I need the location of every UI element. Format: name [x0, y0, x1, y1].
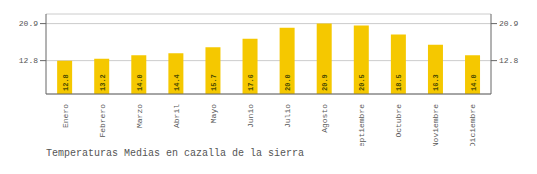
svg-text:16.3: 16.3: [432, 74, 440, 91]
svg-text:14.0: 14.0: [470, 74, 478, 91]
svg-text:Julio: Julio: [283, 104, 292, 128]
svg-text:15.7: 15.7: [210, 74, 218, 91]
svg-text:20.9: 20.9: [321, 74, 329, 91]
svg-text:Febrero: Febrero: [98, 104, 107, 138]
svg-text:20.9: 20.9: [499, 19, 518, 28]
svg-text:13.2: 13.2: [99, 74, 107, 91]
svg-text:12.8: 12.8: [19, 56, 38, 65]
svg-text:Junio: Junio: [246, 104, 255, 128]
svg-text:Marzo: Marzo: [135, 104, 144, 128]
svg-text:20.0: 20.0: [284, 74, 292, 91]
svg-text:Abril: Abril: [172, 104, 181, 128]
svg-text:12.8: 12.8: [62, 74, 70, 91]
svg-text:20.9: 20.9: [19, 19, 38, 28]
svg-text:Agosto: Agosto: [320, 104, 329, 133]
svg-text:12.8: 12.8: [499, 56, 518, 65]
svg-text:14.4: 14.4: [173, 74, 181, 91]
svg-text:14.0: 14.0: [136, 74, 144, 91]
svg-text:Enero: Enero: [61, 104, 70, 128]
svg-text:Noviembre: Noviembre: [431, 104, 440, 146]
svg-text:Mayo: Mayo: [209, 104, 218, 123]
svg-text:Diciembre: Diciembre: [468, 104, 477, 146]
html-text:Temperaturas Medias en cazalla: Temperaturas Medias en cazalla de la sie…: [46, 148, 304, 159]
svg-text:Octubre: Octubre: [394, 104, 403, 138]
svg-text:17.6: 17.6: [247, 74, 255, 91]
svg-text:20.5: 20.5: [358, 74, 366, 91]
svg-text:18.5: 18.5: [395, 74, 403, 91]
svg-text:Septiembre: Septiembre: [357, 104, 366, 146]
